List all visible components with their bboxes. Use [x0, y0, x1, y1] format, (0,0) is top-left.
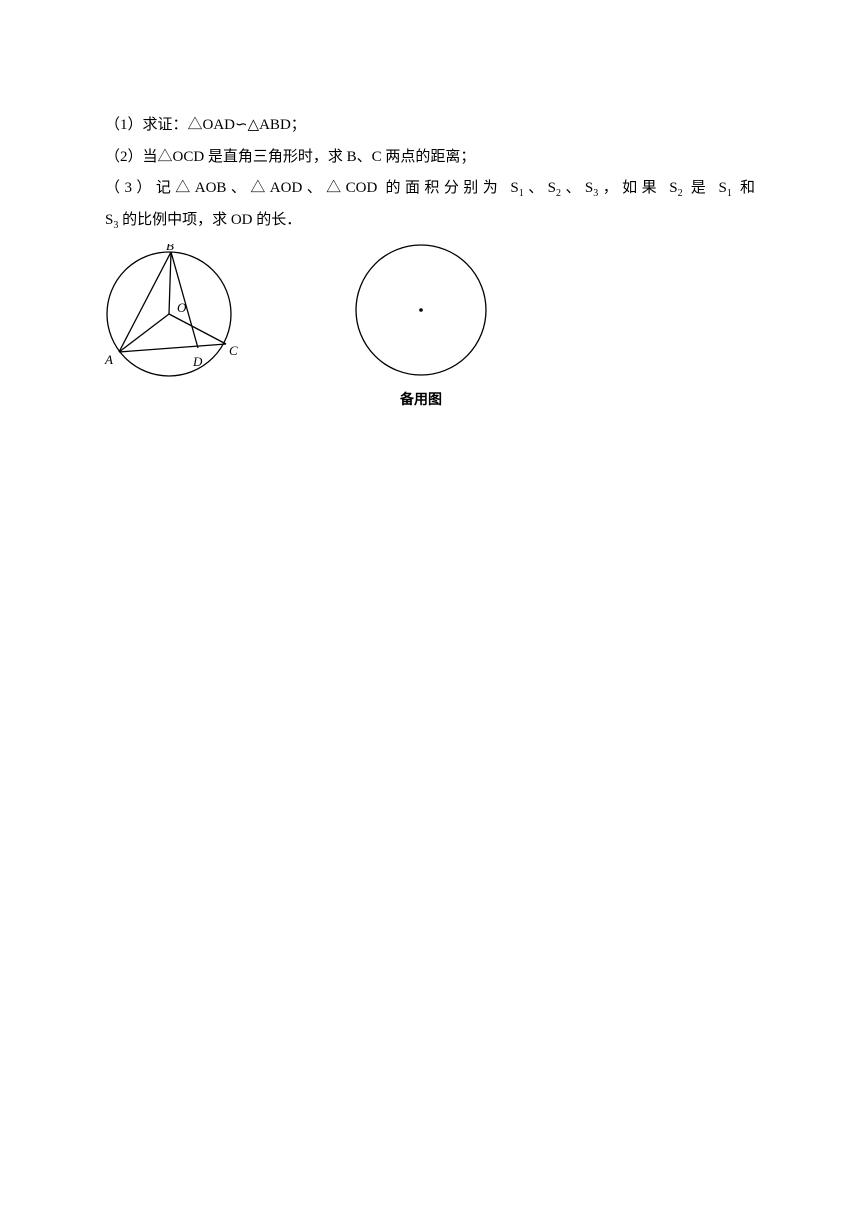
figures-row: A B C D O 备用图: [105, 244, 755, 414]
problem-part-3-line2: S3 的比例中项，求 OD 的长．: [105, 205, 755, 237]
text-segment: 、S: [561, 180, 593, 196]
svg-text:D: D: [192, 354, 203, 369]
figure-2: 备用图: [346, 238, 496, 414]
problem-part-2: （2）当△OCD 是直角三角形时，求 B、C 两点的距离；: [105, 142, 755, 174]
geometry-diagram: A B C D O: [101, 244, 246, 384]
problem-part-3-line1: （3）记△AOB、△AOD、△COD 的面积分别为 S1、S2、S3，如果 S2…: [105, 173, 755, 205]
text-segment: 和: [732, 180, 755, 196]
text-segment: 的比例中项，求 OD 的长．: [118, 212, 301, 228]
text-segment: （3）记△AOB、△AOD、△COD 的面积分别为 S: [105, 180, 519, 196]
svg-text:B: B: [166, 244, 174, 253]
svg-text:O: O: [177, 300, 187, 315]
text-segment: 是 S: [683, 180, 727, 196]
text-segment: ，如果 S: [598, 180, 677, 196]
spare-circle-diagram: [346, 238, 496, 383]
problem-part-1: （1）求证：△OAD∽△ABD；: [105, 110, 755, 142]
figure-1: A B C D O: [101, 244, 246, 384]
text-segment: 、S: [524, 180, 556, 196]
svg-text:A: A: [104, 352, 113, 367]
svg-text:C: C: [229, 343, 238, 358]
figure-2-caption: 备用图: [400, 385, 442, 414]
problem-content: （1）求证：△OAD∽△ABD； （2）当△OCD 是直角三角形时，求 B、C …: [0, 0, 860, 414]
